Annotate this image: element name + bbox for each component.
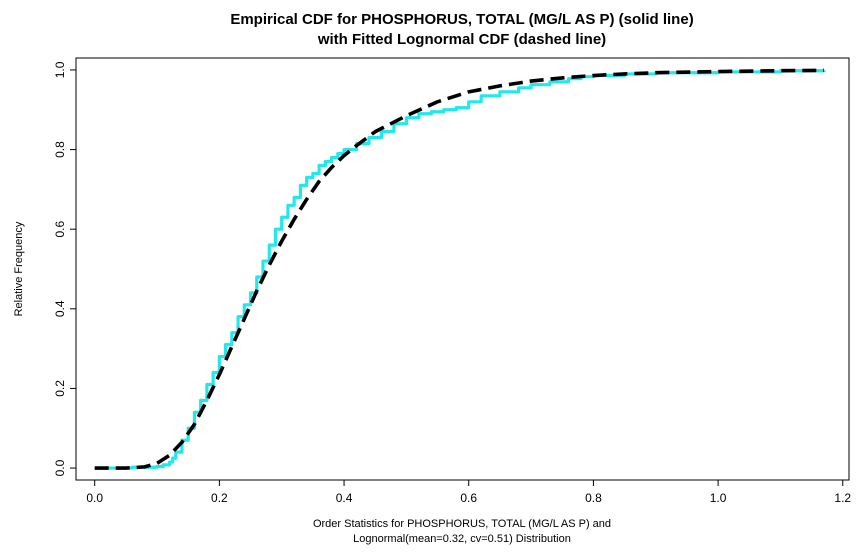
y-tick-label: 1.0 bbox=[53, 61, 67, 78]
x-tick-label: 0.2 bbox=[211, 491, 228, 505]
series-layer bbox=[94, 68, 826, 470]
x-axis: 0.0 0.2 0.4 0.6 0.8 1.0 1.2 bbox=[86, 480, 851, 505]
x-tick-label: 0.4 bbox=[336, 491, 353, 505]
x-tick-label: 0.0 bbox=[86, 491, 103, 505]
chart-title-line1: Empirical CDF for PHOSPHORUS, TOTAL (MG/… bbox=[230, 11, 693, 28]
empirical-cdf-line bbox=[94, 69, 826, 470]
x-tick-label: 0.8 bbox=[585, 491, 602, 505]
y-axis-label: Relative Frequency bbox=[13, 221, 25, 316]
x-axis-label-line2: Lognormal(mean=0.32, cv=0.51) Distributi… bbox=[353, 533, 571, 545]
x-axis-label-line1: Order Statistics for PHOSPHORUS, TOTAL (… bbox=[313, 518, 611, 530]
x-tick-label: 1.2 bbox=[834, 491, 851, 505]
lognormal-cdf-line bbox=[94, 68, 825, 470]
x-tick-label: 1.0 bbox=[710, 491, 727, 505]
y-tick-label: 0.0 bbox=[53, 459, 67, 476]
y-tick-label: 0.2 bbox=[53, 380, 67, 397]
x-tick-label: 0.6 bbox=[460, 491, 477, 505]
y-tick-label: 0.4 bbox=[53, 300, 67, 317]
chart-title-line2: with Fitted Lognormal CDF (dashed line) bbox=[317, 31, 606, 48]
plot-frame bbox=[75, 57, 850, 481]
y-tick-label: 0.6 bbox=[53, 221, 67, 238]
y-tick-label: 0.8 bbox=[53, 141, 67, 158]
y-axis: 0.0 0.2 0.4 0.6 0.8 1.0 bbox=[53, 61, 76, 476]
